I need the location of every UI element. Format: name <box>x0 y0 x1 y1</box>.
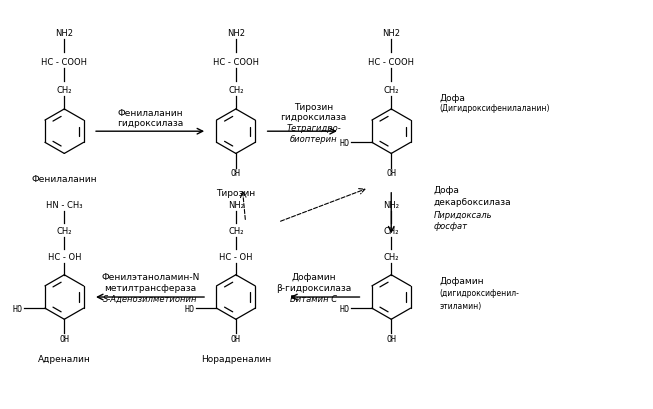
Text: Тетрагидро-: Тетрагидро- <box>286 124 341 133</box>
Text: фосфат: фосфат <box>434 222 468 231</box>
Text: CH₂: CH₂ <box>383 86 399 95</box>
Text: OH: OH <box>231 169 241 178</box>
Text: Дофа: Дофа <box>434 186 459 195</box>
Text: Фенилаланин: Фенилаланин <box>118 109 183 118</box>
Text: HO: HO <box>13 304 23 313</box>
Text: HO: HO <box>185 304 195 313</box>
Text: HC - COOH: HC - COOH <box>368 58 414 67</box>
Text: (дигидроксифенил-: (дигидроксифенил- <box>440 289 520 298</box>
Text: NH2: NH2 <box>382 29 400 38</box>
Text: Витамин C: Витамин C <box>290 294 337 303</box>
Text: NH₂: NH₂ <box>228 201 244 210</box>
Text: HC - COOH: HC - COOH <box>213 58 259 67</box>
Text: Дофамин: Дофамин <box>440 276 485 285</box>
Text: CH₂: CH₂ <box>383 227 399 236</box>
Text: этиламин): этиламин) <box>440 301 482 310</box>
Text: HC - COOH: HC - COOH <box>41 58 88 67</box>
Text: CH₂: CH₂ <box>57 86 72 95</box>
Text: HC - OH: HC - OH <box>219 252 253 261</box>
Text: биоптерин: биоптерин <box>290 134 338 143</box>
Text: β-гидроксилаза: β-гидроксилаза <box>276 283 351 292</box>
Text: HO: HO <box>340 139 350 148</box>
Text: декарбоксилаза: декарбоксилаза <box>434 198 511 207</box>
Text: NH2: NH2 <box>56 29 73 38</box>
Text: OH: OH <box>386 335 396 344</box>
Text: Норадреналин: Норадреналин <box>200 354 271 363</box>
Text: Дофамин: Дофамин <box>291 272 336 281</box>
Text: Фенилаланин: Фенилаланин <box>31 174 97 183</box>
Text: CH₂: CH₂ <box>228 86 244 95</box>
Text: OH: OH <box>59 335 69 344</box>
Text: Тирозин: Тирозин <box>294 103 333 112</box>
Text: CH₂: CH₂ <box>57 227 72 236</box>
Text: OH: OH <box>386 169 396 178</box>
Text: S-Аденозилметионин: S-Аденозилметионин <box>103 294 198 303</box>
Text: CH₂: CH₂ <box>228 227 244 236</box>
Text: метилтрансфераза: метилтрансфераза <box>104 283 197 292</box>
Text: HN - CH₃: HN - CH₃ <box>46 201 82 210</box>
Text: гидроксилаза: гидроксилаза <box>118 119 183 128</box>
Text: HO: HO <box>340 304 350 313</box>
Text: NH2: NH2 <box>227 29 245 38</box>
Text: (Дигидроксифенилаланин): (Дигидроксифенилаланин) <box>440 103 550 112</box>
Text: Адреналин: Адреналин <box>38 354 91 363</box>
Text: CH₂: CH₂ <box>383 252 399 261</box>
Text: Тирозин: Тирозин <box>216 189 255 197</box>
Text: NH₂: NH₂ <box>383 201 399 210</box>
Text: Дофа: Дофа <box>440 94 466 103</box>
Text: HC - OH: HC - OH <box>48 252 81 261</box>
Text: OH: OH <box>231 335 241 344</box>
Text: гидроксилаза: гидроксилаза <box>280 113 347 122</box>
Text: Фенилэтаноламин-N: Фенилэтаноламин-N <box>101 272 200 281</box>
Text: Пиридоксаль: Пиридоксаль <box>434 211 492 220</box>
